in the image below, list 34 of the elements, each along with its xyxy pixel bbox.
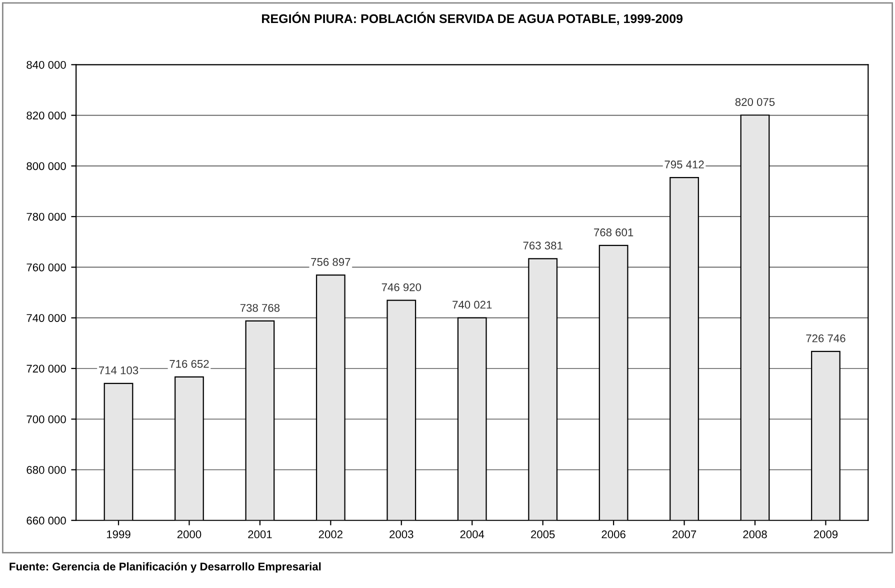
y-tick-label: 820 000: [26, 112, 66, 120]
y-tick-label: 660 000: [26, 516, 66, 525]
y-tick-label: 680 000: [26, 466, 66, 474]
x-tick-label: 2003: [390, 530, 414, 538]
x-tick-label: 2006: [602, 530, 626, 538]
data-label: 716 652: [170, 360, 209, 368]
chart-title: REGIÓN PIURA: POBLACIÓN SERVIDA DE AGUA POTABLE, 1999-2009: [262, 12, 683, 25]
data-label: 738 768: [240, 304, 280, 312]
data-label: 746 920: [382, 283, 422, 292]
data-label: 714 103: [98, 366, 138, 374]
x-tick-label: 2004: [460, 530, 484, 538]
x-tick-label: 2001: [248, 530, 272, 538]
data-label: 820 075: [735, 98, 775, 106]
y-tick-label: 840 000: [26, 60, 66, 69]
x-tick-label: 2007: [672, 530, 696, 538]
x-tick-label: 2008: [743, 530, 767, 538]
y-tick-label: 720 000: [26, 364, 66, 373]
x-tick-label: 2000: [177, 530, 202, 538]
data-label: 795 412: [664, 160, 704, 168]
y-tick-label: 800 000: [26, 162, 66, 170]
source-note: Fuente: Gerencia de Planificación y Desarrollo Empresarial: [10, 562, 321, 573]
data-label: 768 601: [594, 228, 634, 236]
x-tick-label: 1999: [106, 530, 130, 538]
y-tick-label: 700 000: [26, 415, 66, 424]
x-tick-label: 2009: [814, 530, 838, 538]
x-tick-label: 2005: [531, 530, 555, 538]
data-label: 740 021: [452, 300, 492, 309]
data-label: 726 746: [806, 334, 846, 342]
y-tick-label: 740 000: [26, 314, 66, 322]
y-tick-label: 760 000: [26, 263, 66, 272]
y-tick-label: 780 000: [26, 212, 66, 221]
data-label: 763 381: [523, 242, 562, 250]
data-label: 756 897: [311, 258, 350, 266]
x-tick-label: 2002: [318, 530, 342, 538]
